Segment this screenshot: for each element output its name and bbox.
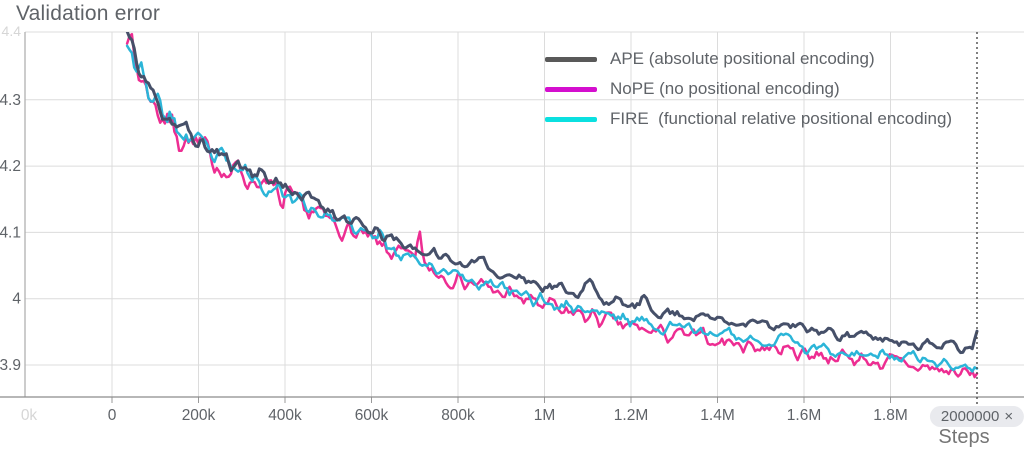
chip-close-icon[interactable]: × xyxy=(1004,408,1014,425)
x-axis-title: Steps xyxy=(938,426,990,448)
y-tick-label-faint: 4.4 xyxy=(2,23,22,39)
series-line-FIRE[interactable] xyxy=(125,44,979,373)
x-tick-label: 1.6M xyxy=(787,407,821,424)
x-tick-label-faint: 0k xyxy=(21,407,38,424)
x-tick-label: 1.2M xyxy=(614,407,648,424)
series-line-APE[interactable] xyxy=(125,31,979,355)
x-tick-label: 1M xyxy=(534,407,556,424)
x-tick-label: 1.8M xyxy=(873,407,907,424)
legend-label: NoPE (no positional encoding) xyxy=(610,79,840,98)
step-selection-chip[interactable]: 2000000 × xyxy=(929,406,1024,427)
legend-label: FIRE (functional relative positional enc… xyxy=(610,109,953,128)
legend-swatch-NoPE xyxy=(545,86,597,92)
x-tick-label: 800k xyxy=(441,407,475,424)
legend-swatch-APE xyxy=(545,56,597,62)
legend-item-APE[interactable]: APE (absolute positional encoding) xyxy=(545,44,952,74)
y-tick-label: 4.2 xyxy=(0,158,21,175)
y-tick-label: 3.9 xyxy=(0,357,21,374)
y-tick-label: 4 xyxy=(12,291,21,308)
x-tick-label: 0 xyxy=(108,407,117,424)
x-tick-label: 600k xyxy=(355,407,389,424)
legend-item-NoPE[interactable]: NoPE (no positional encoding) xyxy=(545,74,952,104)
x-tick-label: 400k xyxy=(268,407,302,424)
legend-swatch-FIRE xyxy=(545,116,597,122)
legend-item-FIRE[interactable]: FIRE (functional relative positional enc… xyxy=(545,104,952,134)
step-chip-value: 2000000 xyxy=(940,408,1000,425)
chart-title: Validation error xyxy=(16,2,161,25)
legend-label: APE (absolute positional encoding) xyxy=(610,49,875,68)
x-tick-label: 1.4M xyxy=(700,407,734,424)
x-tick-label: 200k xyxy=(182,407,216,424)
y-tick-label: 4.1 xyxy=(0,224,21,241)
legend: APE (absolute positional encoding) NoPE (… xyxy=(545,44,952,134)
y-tick-label: 4.3 xyxy=(0,92,21,109)
